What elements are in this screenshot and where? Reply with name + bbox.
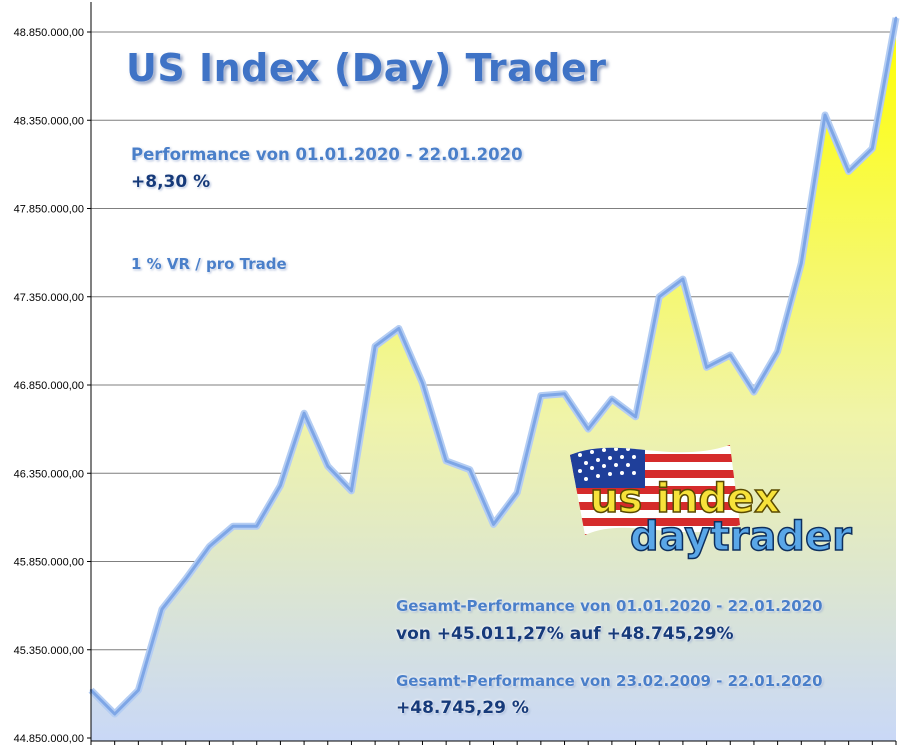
data-point <box>468 468 472 471</box>
data-point <box>800 262 803 265</box>
x-axis-ticks <box>90 741 897 745</box>
data-point <box>421 382 424 385</box>
y-axis-tick-label: 45.850.000,00 <box>14 557 84 569</box>
data-point <box>113 712 116 716</box>
risk-per-trade-label: 1 % VR / pro Trade <box>131 255 287 273</box>
data-point <box>160 607 164 611</box>
y-axis-tick-label: 44.850.000,00 <box>14 733 84 745</box>
data-point <box>492 523 495 526</box>
y-axis-tick-label: 48.350.000,00 <box>14 115 84 127</box>
data-point <box>729 353 732 357</box>
data-points <box>89 16 898 716</box>
data-point <box>137 688 140 692</box>
data-point <box>444 459 448 463</box>
data-point <box>231 525 235 528</box>
y-axis-tick-label: 47.350.000,00 <box>14 292 84 304</box>
data-point <box>279 484 282 487</box>
data-point <box>208 545 211 548</box>
y-axis-tick-label: 48.850.000,00 <box>14 27 84 39</box>
data-point <box>350 489 353 493</box>
total-performance-value-1: von +45.011,27% auf +48.745,29% <box>396 624 734 644</box>
data-point <box>752 390 756 394</box>
y-axis-tick-labels: 44.850.000,00 45.350.000,00 45.850.000,00 4… <box>14 27 84 745</box>
y-axis-tick-label: 47.850.000,00 <box>14 204 84 216</box>
data-point <box>587 427 590 431</box>
data-point <box>894 16 898 20</box>
y-axis-tick-label: 46.850.000,00 <box>14 380 84 392</box>
data-point <box>255 525 258 528</box>
data-point <box>823 113 827 117</box>
total-performance-period-2: Gesamt-Performance von 23.02.2009 - 22.0… <box>396 672 823 690</box>
total-performance-period-1: Gesamt-Performance von 01.01.2020 - 22.0… <box>396 597 823 615</box>
data-point <box>681 277 685 281</box>
data-point <box>302 412 306 415</box>
data-point <box>539 394 543 397</box>
data-point <box>326 464 329 468</box>
performance-value: +8,30 % <box>131 172 211 192</box>
data-point <box>634 415 637 418</box>
data-point <box>871 147 874 150</box>
data-point <box>397 327 400 330</box>
data-point <box>515 491 519 494</box>
data-point <box>847 170 850 173</box>
data-point <box>184 577 187 581</box>
data-point <box>563 392 566 396</box>
data-point <box>373 344 377 348</box>
y-axis-tick-label: 46.350.000,00 <box>14 468 84 480</box>
chart-title: US Index (Day) Trader <box>126 46 607 90</box>
performance-period-label: Performance von 01.01.2020 - 22.01.2020 <box>131 145 523 164</box>
data-point <box>705 366 708 369</box>
total-performance-value-2: +48.745,29 % <box>396 698 529 718</box>
data-point <box>610 397 614 401</box>
data-point <box>658 295 661 298</box>
us-index-daytrader-logo: us index daytrader <box>570 445 853 561</box>
us-flag-icon <box>570 445 740 535</box>
performance-area <box>91 17 896 741</box>
logo-text-us-index: us index <box>590 476 780 522</box>
logo-text-daytrader: daytrader <box>630 514 852 560</box>
y-axis-tick-label: 45.350.000,00 <box>14 645 84 657</box>
data-point <box>776 350 779 353</box>
